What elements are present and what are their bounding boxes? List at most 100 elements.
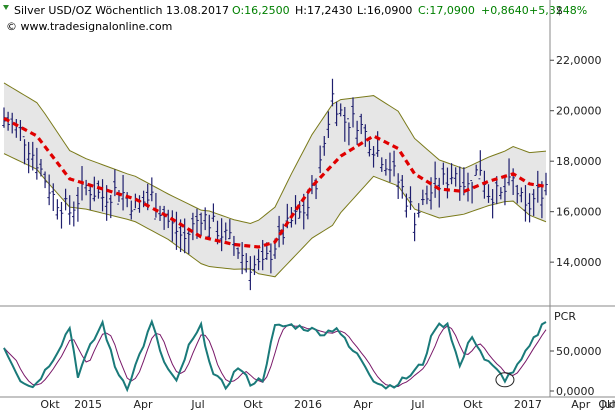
x-tick-label: Apr	[353, 398, 373, 410]
price-bar	[478, 150, 483, 180]
price-bar	[186, 228, 191, 255]
x-tick-label: 2016	[294, 398, 322, 410]
price-bar	[47, 174, 51, 206]
price-bar	[326, 111, 331, 138]
price-bar	[400, 175, 405, 199]
price-tick: 18,0000	[550, 155, 602, 168]
band-fill	[4, 82, 546, 277]
header-change-pct: +5,3248%	[529, 4, 587, 17]
x-tick-label: Okt	[463, 398, 483, 410]
price-bar	[43, 171, 47, 189]
header-close: C:17,0900	[418, 4, 475, 17]
price-bar	[219, 218, 224, 252]
price-bar	[408, 186, 413, 210]
currency-label: $	[556, 4, 563, 17]
price-bar	[22, 136, 27, 165]
pcr-y-axis: 50,0000 0,0000	[550, 345, 602, 398]
price-bar	[359, 113, 364, 135]
price-bar	[96, 180, 101, 199]
time-x-axis: Okt 2015 Apr Jul Okt 2016 Apr Jul Okt 20…	[40, 398, 615, 410]
price-bar	[338, 103, 343, 117]
price-bar	[223, 222, 228, 241]
price-bar	[449, 163, 454, 185]
price-tick: 20,0000	[550, 105, 602, 118]
price-bar	[297, 201, 302, 219]
price-bar	[523, 185, 528, 222]
price-bar	[404, 193, 409, 218]
band-lower-line	[3, 153, 547, 278]
price-bar	[371, 146, 376, 168]
price-bar	[59, 201, 64, 229]
price-bar	[92, 176, 97, 202]
price-bar	[375, 131, 380, 157]
price-bar	[244, 253, 249, 273]
price-tick: 16,0000	[550, 206, 602, 219]
price-bar	[318, 145, 322, 174]
price-bar	[228, 219, 232, 240]
x-tick-label: Apr	[134, 398, 154, 410]
price-bar	[322, 136, 327, 156]
price-bar	[88, 183, 93, 211]
price-bar	[174, 211, 179, 250]
x-tick-label: Jul	[410, 398, 424, 410]
header-low: L:16,0900	[357, 4, 412, 17]
price-bar	[26, 141, 31, 174]
price-bar	[388, 152, 392, 183]
collapse-arrow-icon[interactable]	[3, 5, 9, 10]
price-bar	[330, 78, 335, 107]
price-bar	[453, 167, 458, 187]
price-bar	[396, 173, 400, 199]
price-bar	[499, 187, 503, 200]
chart-header: Silver USD/OZ Wöchentlich 13.08.2017 O:1…	[3, 4, 587, 33]
price-tick: 14,0000	[550, 256, 602, 269]
x-tick-label: Jul	[600, 398, 614, 410]
price-bar	[441, 162, 446, 185]
price-bar	[343, 106, 347, 142]
x-tick-label: Jul	[190, 398, 204, 410]
header-open: O:16,2500	[232, 4, 290, 17]
pcr-tick: 0,0000	[550, 385, 595, 398]
price-bar	[72, 201, 76, 227]
price-bar	[182, 218, 187, 254]
price-bar	[425, 185, 429, 205]
price-bar	[121, 174, 125, 211]
price-bar	[100, 179, 105, 212]
moving-average-series	[3, 116, 547, 249]
x-tick-label: Okt	[598, 398, 615, 410]
price-bar	[363, 124, 368, 147]
price-tick-label: 18,0000	[556, 155, 602, 168]
price-bar	[39, 159, 43, 177]
price-bar	[55, 199, 60, 220]
price-bar	[248, 256, 253, 291]
price-tick-label: 16,0000	[556, 206, 602, 219]
price-bar	[199, 212, 203, 236]
price-bar	[433, 161, 437, 198]
price-bar	[392, 150, 396, 177]
price-bar	[347, 118, 351, 146]
price-bar	[207, 214, 212, 238]
price-bar	[379, 157, 384, 172]
price-bar	[421, 189, 425, 206]
price-bar	[51, 183, 56, 211]
price-bar	[129, 200, 134, 220]
price-tick-label: 22,0000	[556, 54, 602, 67]
price-bar	[256, 249, 261, 271]
price-bar	[203, 207, 207, 231]
price-bar	[260, 239, 265, 271]
price-bar	[30, 141, 35, 171]
pcr-tick-label: 50,0000	[556, 345, 602, 358]
price-bar	[150, 177, 154, 202]
price-bar	[35, 147, 39, 180]
price-bar	[236, 247, 240, 259]
price-bar	[355, 120, 359, 145]
x-tick-label: Apr	[571, 398, 591, 410]
price-bar	[63, 188, 68, 211]
pcr-highlight-circle	[495, 372, 515, 388]
price-bar	[2, 107, 6, 128]
x-tick-label: 2015	[74, 398, 102, 410]
price-bar	[519, 187, 524, 203]
price-bar	[486, 184, 491, 203]
price-bar	[113, 169, 117, 197]
price-bar	[544, 172, 548, 196]
price-bar	[367, 140, 372, 157]
